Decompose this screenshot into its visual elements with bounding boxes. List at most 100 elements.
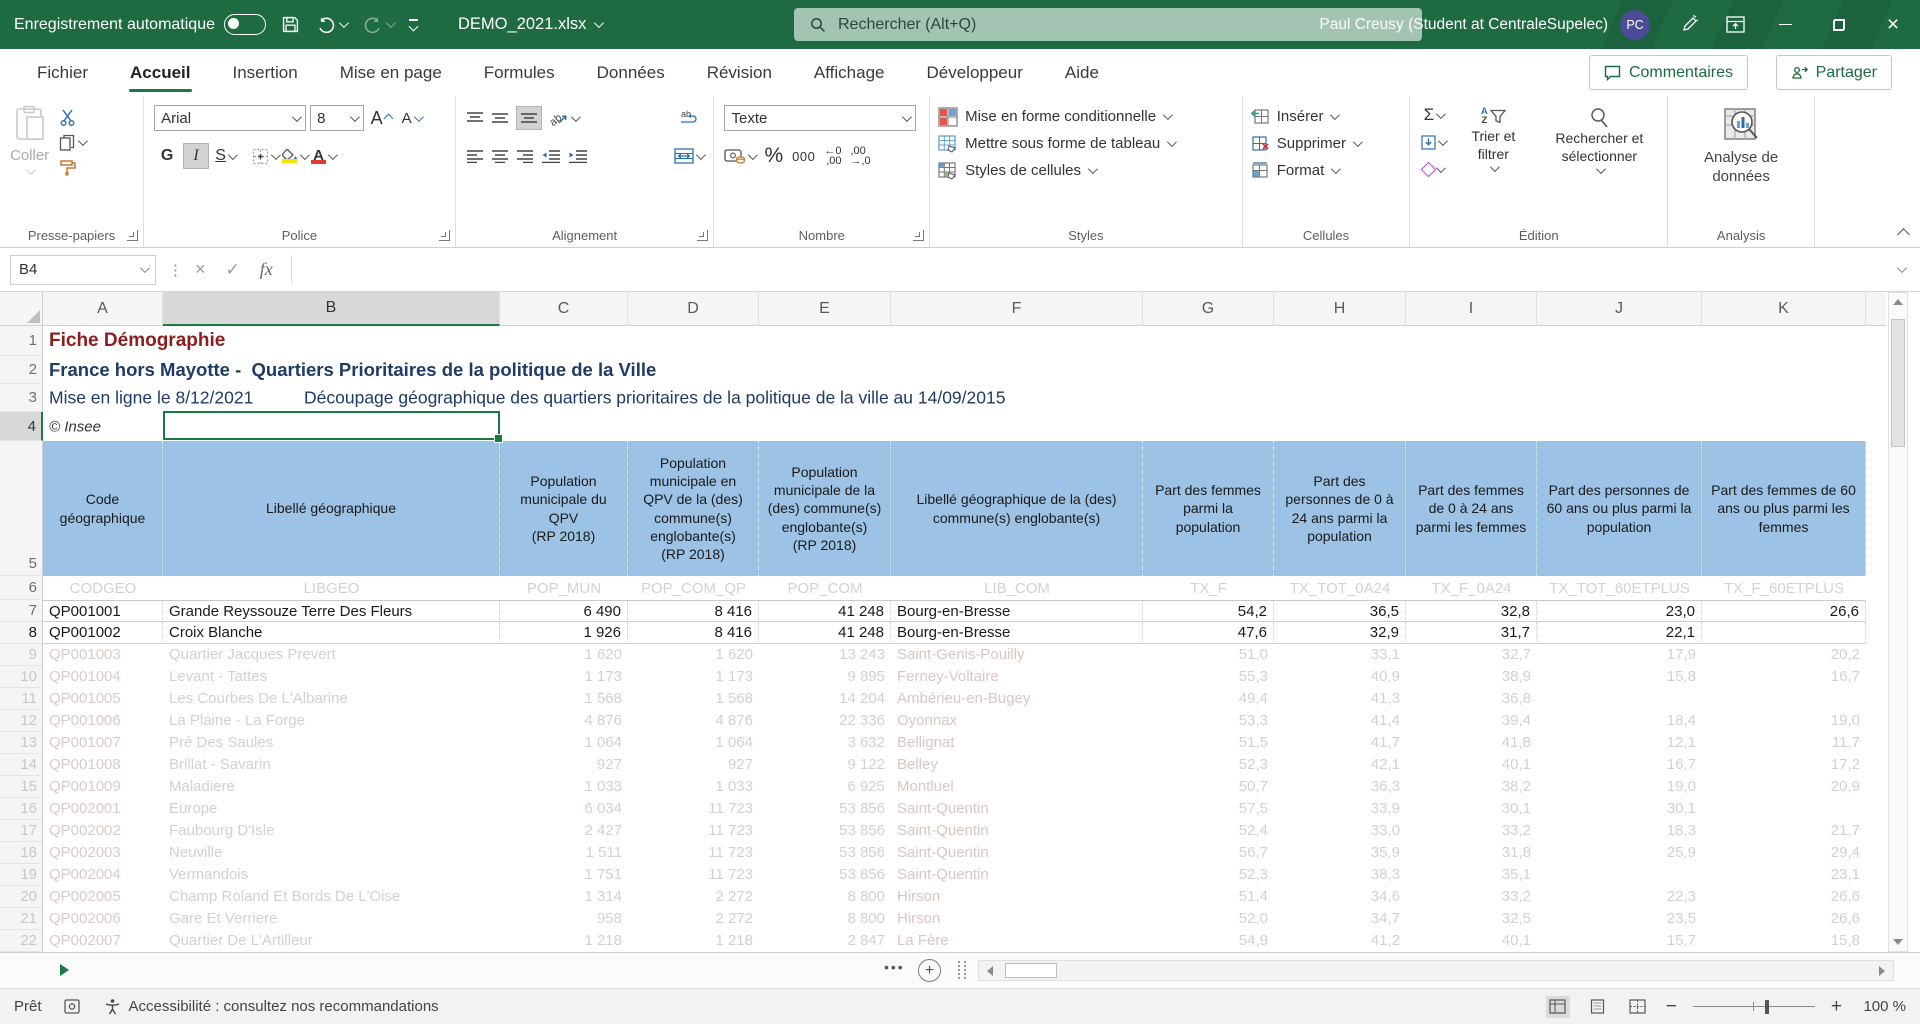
cell[interactable]: 41,2: [1370, 932, 1400, 949]
cell[interactable]: 16,7: [1830, 668, 1860, 685]
table-header-cell[interactable]: Part des femmes de 0 à 24 ans parmi les …: [1406, 441, 1537, 576]
cell[interactable]: 40,1: [1501, 932, 1531, 949]
select-all-corner[interactable]: [0, 292, 43, 326]
tab-fichier[interactable]: Fichier: [37, 62, 89, 82]
tab-affichage[interactable]: Affichage: [813, 62, 885, 82]
cell[interactable]: 6 490: [500, 600, 628, 622]
cell[interactable]: 11 723: [708, 866, 753, 883]
cell[interactable]: 53 856: [839, 844, 885, 861]
cell[interactable]: Les Courbes De L'Albarine: [169, 690, 348, 707]
cell[interactable]: 33,2: [1501, 822, 1531, 839]
cell[interactable]: [1702, 688, 1866, 710]
scroll-right-icon[interactable]: [1879, 966, 1885, 976]
cell[interactable]: 34,7: [1370, 910, 1400, 927]
fill-handle[interactable]: [494, 434, 503, 443]
cell[interactable]: 1 568: [715, 690, 753, 707]
cell[interactable]: La Plaine - La Forge: [169, 712, 305, 729]
alignment-dialog-launcher[interactable]: [697, 230, 709, 241]
cell[interactable]: 19,0: [1666, 778, 1696, 795]
field-name-cell[interactable]: TX_TOT_60ETPLUS: [1549, 579, 1690, 597]
cell[interactable]: 30,1: [1501, 800, 1531, 817]
cell[interactable]: 56,7: [1238, 844, 1268, 861]
fill-color-button[interactable]: [281, 143, 310, 169]
cell[interactable]: 52,0: [1238, 910, 1268, 927]
cell[interactable]: 38,2: [1501, 778, 1531, 795]
cell[interactable]: 17,9: [1666, 646, 1696, 663]
cell[interactable]: Vermandois: [169, 866, 249, 883]
autosum-button[interactable]: Σ: [1420, 105, 1446, 125]
row-header-1[interactable]: 1: [0, 326, 43, 356]
cell[interactable]: 36,8: [1501, 690, 1531, 707]
column-header-D[interactable]: D: [628, 292, 759, 326]
enter-check-icon[interactable]: ✓: [225, 259, 240, 279]
tab-développeur[interactable]: Développeur: [926, 62, 1023, 82]
conditional-formatting-button[interactable]: Mise en forme conditionnelle: [930, 103, 1242, 130]
cell[interactable]: 31,7: [1406, 622, 1537, 644]
comments-button[interactable]: Commentaires: [1588, 55, 1748, 90]
table-header-cell[interactable]: Part des personnes de 60 ans ou plus par…: [1537, 441, 1702, 576]
cell[interactable]: 53 856: [839, 822, 885, 839]
normal-view-button[interactable]: [1545, 995, 1570, 1018]
field-name-cell[interactable]: LIBGEO: [303, 579, 360, 597]
cell[interactable]: 52,4: [1238, 822, 1268, 839]
cell[interactable]: Bourg-en-Bresse: [891, 600, 1143, 622]
cell[interactable]: 32,8: [1406, 600, 1537, 622]
cell[interactable]: 53 856: [839, 866, 885, 883]
field-name-cell[interactable]: CODGEO: [69, 579, 137, 597]
cell[interactable]: 51,0: [1238, 646, 1268, 663]
row-header-18[interactable]: 18: [0, 842, 43, 864]
cell[interactable]: 4 876: [715, 712, 753, 729]
editing-mode-button[interactable]: [1666, 0, 1712, 49]
restore-button[interactable]: [1812, 0, 1866, 49]
cell[interactable]: Gare Et Verriere: [169, 910, 278, 927]
cell[interactable]: 57,5: [1238, 800, 1268, 817]
field-name-cell[interactable]: TX_TOT_0A24: [1289, 579, 1391, 597]
minimize-button[interactable]: [1758, 0, 1812, 49]
column-header-G[interactable]: G: [1143, 292, 1274, 326]
align-center-icon[interactable]: [491, 149, 509, 163]
field-name-cell[interactable]: POP_COM_QP: [640, 579, 747, 597]
cell[interactable]: 51,4: [1238, 888, 1268, 905]
new-sheet-button[interactable]: +: [918, 959, 941, 982]
cell[interactable]: 1 926: [500, 622, 628, 644]
cell[interactable]: 36,5: [1274, 600, 1406, 622]
row-header-20[interactable]: 20: [0, 886, 43, 908]
font-color-button[interactable]: A: [310, 143, 338, 169]
scroll-left-icon[interactable]: [987, 966, 993, 976]
cell[interactable]: 23,5: [1666, 910, 1696, 927]
scroll-up-icon[interactable]: [1893, 299, 1903, 305]
page-break-view-button[interactable]: [1626, 996, 1650, 1018]
row-header-15[interactable]: 15: [0, 776, 43, 798]
cell[interactable]: QP002006: [49, 910, 121, 927]
accounting-format-button[interactable]: [724, 143, 759, 169]
font-size-select[interactable]: 8: [310, 105, 365, 131]
cell[interactable]: Montluel: [897, 778, 954, 795]
fill-button[interactable]: [1420, 132, 1449, 152]
cell[interactable]: 33,0: [1370, 822, 1400, 839]
wrap-text-button[interactable]: ab: [677, 105, 703, 131]
cell[interactable]: 35,9: [1370, 844, 1400, 861]
more-sheets-icon[interactable]: •••: [884, 959, 905, 975]
cell[interactable]: 1 033: [584, 778, 622, 795]
column-header-K[interactable]: K: [1702, 292, 1866, 326]
collapse-ribbon-button[interactable]: [1897, 228, 1910, 241]
cell[interactable]: Croix Blanche: [163, 622, 500, 644]
tab-données[interactable]: Données: [596, 62, 665, 82]
field-name-cell[interactable]: TX_F: [1190, 579, 1227, 597]
cell[interactable]: 8 800: [847, 910, 885, 927]
cell[interactable]: Grande Reyssouze Terre Des Fleurs: [163, 600, 500, 622]
autosave-toggle[interactable]: [224, 14, 266, 35]
cell[interactable]: 6 034: [584, 800, 622, 817]
column-header-C[interactable]: C: [500, 292, 628, 326]
undo-button[interactable]: [315, 12, 349, 38]
field-name-cell[interactable]: POP_MUN: [526, 579, 602, 597]
row-header-9[interactable]: 9: [0, 644, 43, 666]
row-header-4[interactable]: 4: [0, 412, 43, 441]
cell[interactable]: 927: [727, 756, 753, 773]
table-header-cell[interactable]: Part des femmes parmi la population: [1143, 441, 1274, 576]
cell[interactable]: 6 925: [847, 778, 885, 795]
column-header-E[interactable]: E: [759, 292, 891, 326]
autosave-toggle-group[interactable]: Enregistrement automatique: [14, 14, 266, 35]
cell[interactable]: QP002005: [49, 888, 121, 905]
grow-font-button[interactable]: A: [368, 105, 394, 131]
